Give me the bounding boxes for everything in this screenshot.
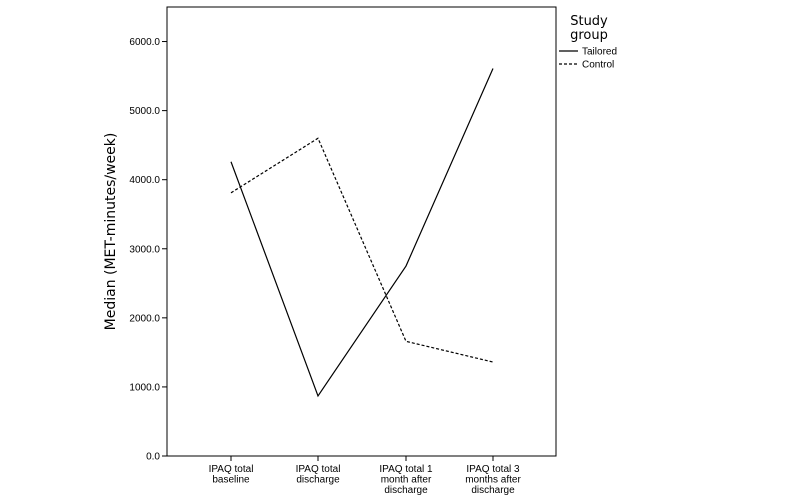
plot-area bbox=[166, 6, 557, 457]
series-lines bbox=[230, 68, 494, 398]
legend-title-line: group bbox=[570, 28, 608, 43]
plot-border bbox=[166, 6, 557, 457]
series-line-control bbox=[230, 137, 494, 363]
x-tick-label-line: IPAQ total bbox=[209, 464, 254, 475]
y-tick-label: 1000.0 bbox=[129, 382, 160, 393]
y-axis: 0.0 1000.0 2000.0 3000.0 4000.0 5000.0 6000.0 bbox=[129, 37, 167, 463]
y-tick-label: 5000.0 bbox=[129, 106, 160, 117]
x-tick-label-line: months after bbox=[465, 475, 521, 486]
x-tick-label-line: month after bbox=[381, 475, 432, 486]
x-tick-label-line: discharge bbox=[471, 485, 515, 496]
x-tick-label-line: baseline bbox=[212, 475, 250, 486]
legend-label-tailored: Tailored bbox=[582, 47, 617, 58]
x-tick-label-line: IPAQ total 3 bbox=[466, 464, 520, 475]
x-tick-label-line: discharge bbox=[384, 485, 428, 496]
x-tick-label: IPAQ total 1 month after discharge bbox=[379, 464, 433, 496]
legend: Study group Tailored Control bbox=[559, 14, 617, 71]
x-tick-label: IPAQ total 3 months after discharge bbox=[465, 464, 521, 496]
y-axis-label: Median (MET-minutes/week) bbox=[103, 133, 119, 331]
y-tick-label: 0.0 bbox=[146, 452, 160, 463]
y-tick-label: 2000.0 bbox=[129, 313, 160, 324]
series-line-tailored bbox=[230, 68, 494, 398]
legend-label-control: Control bbox=[582, 60, 614, 71]
x-tick-label-line: IPAQ total bbox=[296, 464, 341, 475]
x-tick-label: IPAQ total discharge bbox=[296, 464, 341, 486]
y-tick-label: 6000.0 bbox=[129, 37, 160, 48]
legend-title-line: Study bbox=[570, 14, 608, 29]
y-tick-label: 4000.0 bbox=[129, 175, 160, 186]
x-tick-label-line: discharge bbox=[296, 475, 340, 486]
x-tick-label: IPAQ total baseline bbox=[209, 464, 254, 486]
legend-title: Study group bbox=[570, 14, 608, 43]
y-tick-label: 3000.0 bbox=[129, 244, 160, 255]
x-tick-label-line: IPAQ total 1 bbox=[379, 464, 433, 475]
